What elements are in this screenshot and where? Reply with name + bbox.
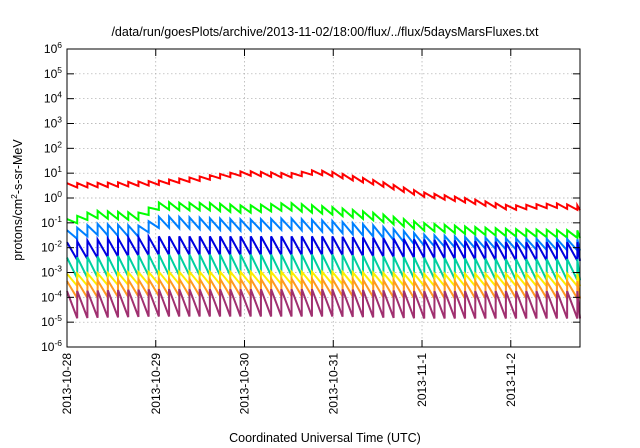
y-axis-ticks: 10-610-510-410-310-210-11001011021031041… (41, 40, 580, 354)
y-tick-label: 105 (44, 65, 62, 81)
y-tick-exponent: -5 (54, 313, 62, 323)
y-tick-exponent: 3 (57, 115, 62, 125)
y-tick-exponent: 5 (57, 65, 62, 75)
y-axis-label-exponent: 2 (9, 194, 19, 199)
y-tick-label: 10-5 (41, 313, 62, 329)
y-tick-base: 10 (44, 117, 58, 131)
y-tick-base: 10 (41, 340, 55, 354)
x-tick-label: 2013-10-28 (60, 353, 74, 415)
y-tick-exponent: 0 (57, 189, 62, 199)
y-tick-exponent: -1 (54, 214, 62, 224)
y-tick-exponent: 1 (57, 164, 62, 174)
series-line-6 (66, 268, 581, 290)
y-tick-label: 10-6 (41, 338, 62, 354)
x-tick-label: 2013-10-31 (326, 353, 340, 415)
y-tick-exponent: 6 (57, 40, 62, 50)
y-tick-base: 10 (41, 266, 55, 280)
y-tick-exponent: -6 (54, 338, 62, 348)
y-tick-base: 10 (41, 216, 55, 230)
y-tick-base: 10 (44, 92, 58, 106)
series-line-4 (66, 232, 581, 264)
y-tick-base: 10 (44, 141, 58, 155)
series-line-5 (66, 254, 581, 281)
y-axis-label: protons/cm2-s-sr-MeV (9, 139, 25, 261)
y-tick-exponent: 4 (57, 90, 62, 100)
y-tick-exponent: -2 (54, 239, 62, 249)
y-tick-base: 10 (44, 67, 58, 81)
y-tick-label: 10-4 (41, 288, 62, 304)
y-tick-base: 10 (44, 166, 58, 180)
y-tick-label: 102 (44, 139, 62, 155)
y-tick-exponent: -4 (54, 288, 62, 298)
x-tick-label: 2013-10-30 (238, 353, 252, 415)
y-tick-label: 10-1 (41, 214, 62, 230)
y-tick-label: 101 (44, 164, 62, 180)
y-tick-base: 10 (44, 191, 58, 205)
x-axis-label: Coordinated Universal Time (UTC) (229, 431, 421, 445)
y-tick-base: 10 (44, 42, 58, 56)
y-tick-label: 10-2 (41, 239, 62, 255)
y-tick-label: 104 (44, 90, 62, 106)
series-line-3 (66, 213, 581, 253)
series-line-8 (66, 288, 581, 319)
y-tick-label: 100 (44, 189, 62, 205)
y-tick-base: 10 (41, 315, 55, 329)
y-tick-base: 10 (41, 241, 55, 255)
y-axis-label-prefix: protons/cm (11, 199, 25, 261)
series-line-2 (66, 200, 581, 240)
x-tick-label: 2013-11-1 (415, 353, 429, 407)
series-line-7 (66, 275, 581, 303)
chart-title: /data/run/goesPlots/archive/2013-11-02/1… (111, 25, 539, 39)
series-layer (66, 168, 581, 319)
y-tick-label: 103 (44, 115, 62, 131)
y-tick-exponent: -3 (54, 264, 62, 274)
series-line-1 (66, 168, 581, 212)
y-tick-exponent: 2 (57, 139, 62, 149)
x-axis-ticks: 2013-10-28 2013-10-29 2013-10-30 2013-10-31… (60, 49, 518, 414)
x-tick-label: 2013-10-29 (149, 353, 163, 415)
y-tick-base: 10 (41, 290, 55, 304)
y-tick-label: 10-3 (41, 264, 62, 280)
x-tick-label: 2013-11-2 (504, 353, 518, 407)
y-axis-label-suffix: -s-sr-MeV (11, 139, 25, 195)
y-tick-label: 106 (44, 40, 62, 56)
